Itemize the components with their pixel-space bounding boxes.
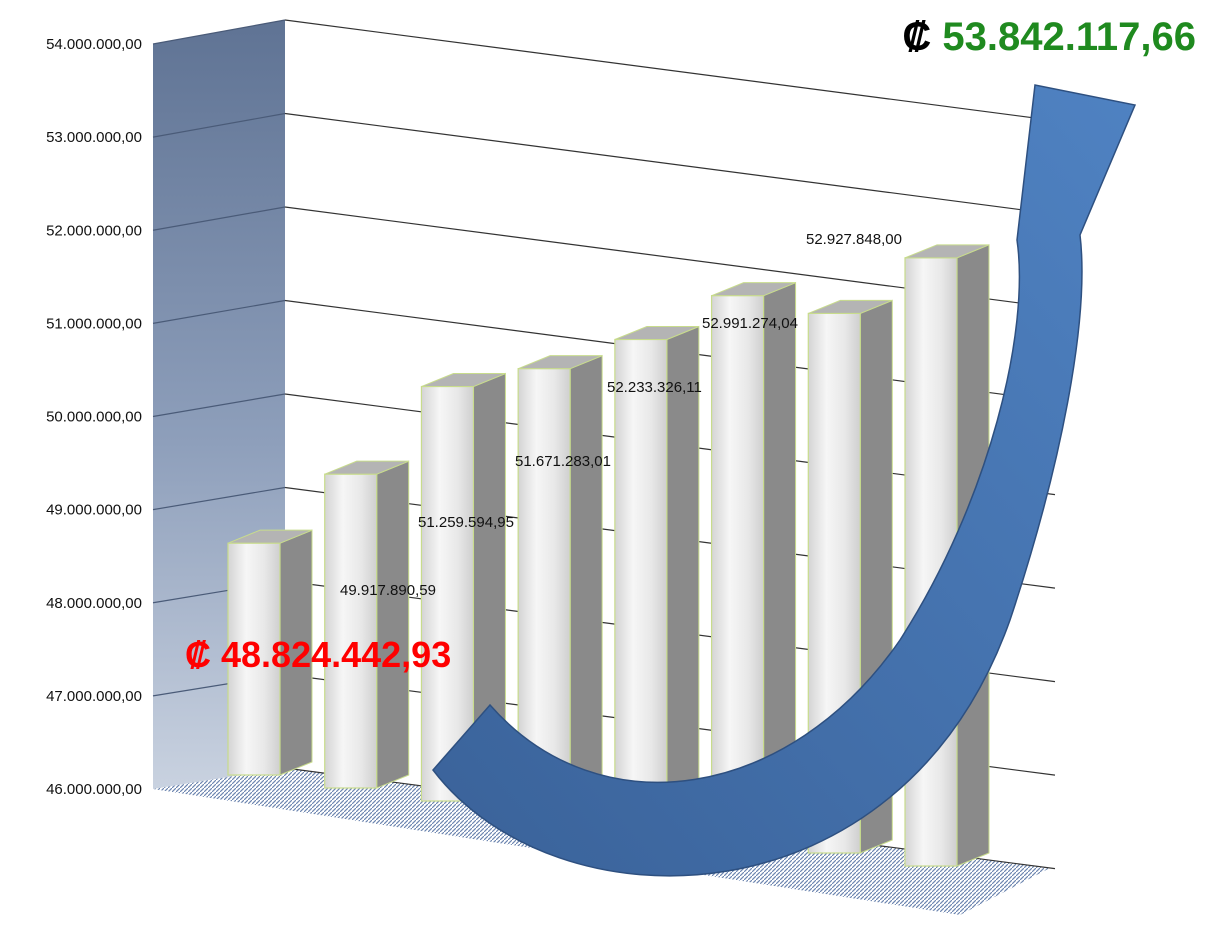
currency-symbol: ₡ — [902, 15, 942, 59]
data-label: 51.671.283,01 — [515, 453, 611, 470]
bar — [614, 325, 700, 828]
data-labels: ₡ 48.824.442,93 49.917.890,59 51.259.594,9… — [185, 15, 1196, 675]
data-label-value: 53.842.117,66 — [942, 15, 1196, 59]
bar-top — [904, 244, 990, 259]
bar-front — [614, 338, 668, 828]
bar-side — [666, 325, 700, 828]
y-tick-label: 54.000.000,00 — [46, 36, 142, 53]
y-tick-label: 48.000.000,00 — [46, 595, 142, 612]
gridline — [284, 19, 1056, 122]
bar-top — [711, 282, 796, 297]
y-tick-label: 46.000.000,00 — [46, 781, 142, 798]
data-label: 51.259.594,95 — [418, 514, 514, 531]
y-axis-ticks: 46.000.000,00 47.000.000,00 48.000.000,00 4… — [46, 36, 142, 798]
bar-top — [324, 460, 409, 475]
bar-top — [227, 529, 313, 544]
bar — [420, 372, 506, 802]
bar — [710, 281, 797, 841]
data-label-last: ₡ 53.842.117,66 — [902, 15, 1196, 59]
bar-top — [421, 373, 506, 388]
growth-arrow — [432, 84, 1137, 877]
y-tick-label: 53.000.000,00 — [46, 129, 142, 146]
y-tick-label: 49.000.000,00 — [46, 502, 142, 519]
gridline-wall — [152, 19, 286, 45]
data-label: 52.927.848,00 — [806, 231, 902, 248]
gridline-wall — [152, 393, 286, 418]
gridline-wall — [152, 486, 286, 511]
y-tick-label: 47.000.000,00 — [46, 688, 142, 705]
bar-front — [420, 385, 475, 802]
gridline-wall — [152, 206, 286, 231]
y-tick-label: 50.000.000,00 — [46, 409, 142, 426]
bar-front — [324, 473, 378, 789]
y-tick-label: 52.000.000,00 — [46, 222, 142, 239]
gridline-wall — [152, 299, 286, 324]
bar-top — [808, 299, 893, 314]
data-label-first: ₡ 48.824.442,93 — [185, 634, 451, 675]
data-label: 52.991.274,04 — [702, 315, 798, 332]
bar — [517, 354, 603, 815]
gridline-wall — [152, 112, 286, 138]
y-tick-label: 51.000.000,00 — [46, 315, 142, 332]
bar-side — [376, 460, 410, 789]
bar-top — [517, 355, 603, 370]
bars-group — [227, 244, 990, 867]
data-label: 49.917.890,59 — [340, 582, 436, 599]
bar — [324, 460, 410, 789]
bar — [227, 529, 313, 776]
data-label: 52.233.326,11 — [607, 379, 702, 396]
bar-front — [710, 295, 765, 841]
gridline — [284, 112, 1056, 215]
bar-top — [614, 326, 700, 341]
bar-side — [569, 354, 603, 815]
